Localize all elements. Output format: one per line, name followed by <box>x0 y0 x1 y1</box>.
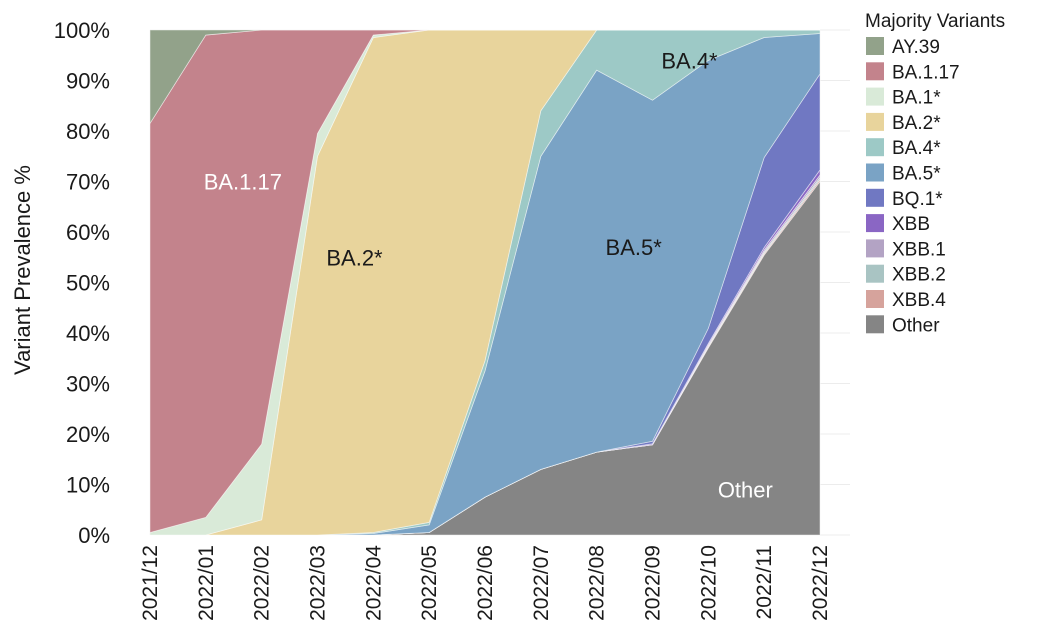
x-tick-label-8: 2022/08 <box>586 545 609 621</box>
legend-label-xbb-1: XBB.1 <box>892 239 946 260</box>
annotation-1: BA.2* <box>326 245 383 270</box>
legend-label-ba-5-star: BA.5* <box>892 164 941 185</box>
y-axis-label: Variant Prevalence % <box>10 165 35 375</box>
annotation-4: Other <box>718 478 773 503</box>
annotation-2: BA.5* <box>606 235 663 260</box>
legend-label-xbb-4: XBB.4 <box>892 290 946 311</box>
legend-label-xbb: XBB <box>892 214 930 235</box>
x-tick-label-3: 2022/03 <box>307 545 330 621</box>
x-tick-label-0: 2021/12 <box>139 545 162 621</box>
y-tick-label-9: 10% <box>66 473 110 498</box>
x-tick-label-7: 2022/07 <box>530 545 553 621</box>
y-tick-label-8: 20% <box>66 422 110 447</box>
legend-label-xbb-2: XBB.2 <box>892 265 946 286</box>
legend-label-bq-1-star: BQ.1* <box>892 189 943 210</box>
y-tick-label-2: 80% <box>66 119 110 144</box>
legend-label-ay-39: AY.39 <box>892 37 940 58</box>
y-tick-label-6: 40% <box>66 321 110 346</box>
x-tick-label-5: 2022/05 <box>418 545 441 621</box>
legend-title: Majority Variants <box>865 11 1005 32</box>
x-tick-label-10: 2022/10 <box>697 545 720 621</box>
x-tick-label-12: 2022/12 <box>809 545 832 621</box>
legend-swatch-ba-1-star <box>866 87 884 106</box>
y-axis-ticks: 100% 90% 80% 70% 60% 50% 40% 30% 20% 10% 0% <box>54 18 110 548</box>
legend-swatch-xbb <box>866 214 884 233</box>
x-tick-label-2: 2022/02 <box>251 545 274 621</box>
annotation-3: BA.4* <box>661 48 718 73</box>
legend-swatch-xbb-2 <box>866 264 884 283</box>
area-ay-39 <box>149 29 820 125</box>
legend-swatch-xbb-4 <box>866 290 884 308</box>
x-tick-label-11: 2022/11 <box>753 545 776 619</box>
y-tick-label-5: 50% <box>66 271 110 296</box>
stacked-areas <box>149 29 821 536</box>
legend-swatch-bq-1-star <box>866 188 884 207</box>
legend-swatch-xbb-1 <box>866 239 884 258</box>
annotation-0: BA.1.17 <box>204 170 282 195</box>
legend-swatch-ba-4-star <box>866 138 884 157</box>
y-tick-label-0: 100% <box>54 18 110 43</box>
area-annotations: BA.1.17 BA.2* BA.5* BA.4* Other <box>204 48 773 502</box>
x-axis-ticks: 2021/12 2022/01 2022/02 2022/03 2022/04 2022/… <box>139 545 832 621</box>
y-tick-label-4: 60% <box>66 220 110 245</box>
legend-label-ba-4-star: BA.4* <box>892 138 941 159</box>
y-tick-label-1: 90% <box>66 69 110 94</box>
y-tick-label-10: 0% <box>78 523 110 548</box>
legend-label-ba-1-17: BA.1.17 <box>892 62 960 83</box>
legend-label-ba-2-star: BA.2* <box>892 113 941 134</box>
x-tick-label-1: 2022/01 <box>195 545 218 621</box>
legend-label-other: Other <box>892 315 940 336</box>
legend: Majority Variants AY.39 BA.1.17 BA.1* BA.2*… <box>865 11 1005 336</box>
y-tick-label-7: 30% <box>66 372 110 397</box>
legend-swatch-ba-2-star <box>866 112 884 131</box>
x-tick-label-6: 2022/06 <box>474 545 497 621</box>
x-tick-label-4: 2022/04 <box>362 545 385 621</box>
y-tick-label-3: 70% <box>66 170 110 195</box>
x-tick-label-9: 2022/09 <box>642 545 665 621</box>
legend-swatch-other <box>866 315 884 334</box>
legend-swatch-ba-1-17 <box>866 62 884 81</box>
legend-swatch-ba-5-star <box>866 163 884 182</box>
legend-swatch-ay-39 <box>866 37 884 55</box>
legend-label-ba-1-star: BA.1* <box>892 88 941 109</box>
